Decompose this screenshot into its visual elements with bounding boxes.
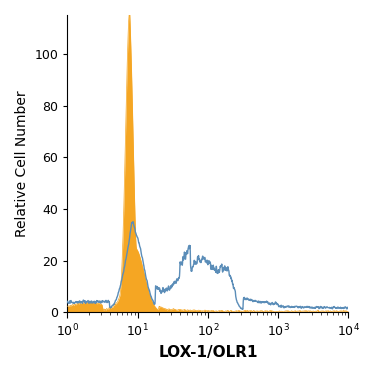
X-axis label: LOX-1/OLR1: LOX-1/OLR1 xyxy=(158,345,258,360)
Y-axis label: Relative Cell Number: Relative Cell Number xyxy=(15,90,29,237)
